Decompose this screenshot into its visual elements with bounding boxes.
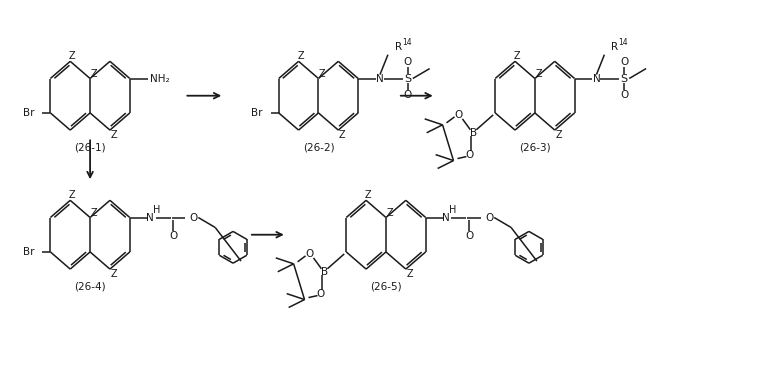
Text: Z: Z (297, 51, 304, 61)
Text: Z: Z (514, 51, 520, 61)
Text: Z: Z (110, 130, 117, 140)
Text: H: H (449, 205, 456, 214)
Text: Z: Z (536, 69, 543, 78)
Text: B: B (321, 267, 328, 277)
Text: B: B (470, 128, 477, 138)
Text: O: O (466, 150, 473, 160)
Text: (26-5): (26-5) (370, 281, 402, 291)
Text: Z: Z (319, 69, 325, 78)
Text: R: R (611, 42, 619, 52)
Text: Z: Z (91, 207, 98, 218)
Text: Br: Br (23, 108, 34, 118)
Text: NH₂: NH₂ (150, 74, 169, 83)
Text: O: O (316, 289, 325, 299)
Text: 14: 14 (618, 38, 628, 47)
Text: O: O (189, 213, 197, 223)
Text: O: O (620, 90, 629, 100)
Text: N: N (376, 74, 384, 83)
Text: (26-3): (26-3) (519, 142, 551, 152)
Text: Br: Br (23, 247, 34, 257)
Text: H: H (153, 205, 160, 214)
Text: O: O (454, 110, 463, 120)
Text: O: O (404, 57, 412, 67)
Text: Z: Z (406, 269, 413, 279)
Text: O: O (404, 90, 412, 100)
Text: O: O (485, 213, 493, 223)
Text: S: S (621, 74, 628, 83)
Text: 14: 14 (402, 38, 411, 47)
Text: Z: Z (386, 207, 393, 218)
Text: (26-2): (26-2) (303, 142, 335, 152)
Text: Z: Z (339, 130, 346, 140)
Text: O: O (466, 231, 473, 241)
Text: R: R (395, 42, 402, 52)
Text: O: O (620, 57, 629, 67)
Text: O: O (306, 249, 314, 259)
Text: (26-1): (26-1) (74, 142, 106, 152)
Text: O: O (169, 231, 178, 241)
Text: N: N (442, 213, 450, 223)
Text: N: N (146, 213, 153, 223)
Text: S: S (405, 74, 411, 83)
Text: Br: Br (251, 108, 263, 118)
Text: Z: Z (69, 51, 75, 61)
Text: Z: Z (69, 190, 75, 200)
Text: Z: Z (555, 130, 562, 140)
Text: Z: Z (91, 69, 98, 78)
Text: Z: Z (110, 269, 117, 279)
Text: (26-4): (26-4) (74, 281, 106, 291)
Text: N: N (593, 74, 600, 83)
Text: Z: Z (365, 190, 371, 200)
